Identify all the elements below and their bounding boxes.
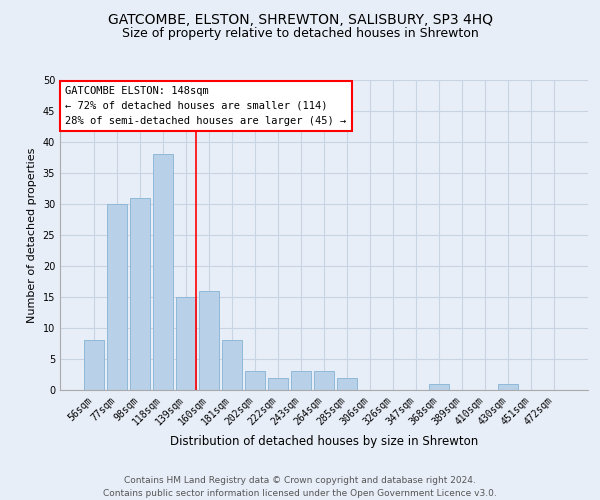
- Bar: [291, 372, 311, 390]
- Bar: [176, 297, 196, 390]
- X-axis label: Distribution of detached houses by size in Shrewton: Distribution of detached houses by size …: [170, 435, 478, 448]
- Text: Contains HM Land Registry data © Crown copyright and database right 2024.
Contai: Contains HM Land Registry data © Crown c…: [103, 476, 497, 498]
- Bar: [84, 340, 104, 390]
- Bar: [199, 291, 218, 390]
- Bar: [430, 384, 449, 390]
- Bar: [107, 204, 127, 390]
- Bar: [222, 340, 242, 390]
- Bar: [499, 384, 518, 390]
- Text: GATCOMBE, ELSTON, SHREWTON, SALISBURY, SP3 4HQ: GATCOMBE, ELSTON, SHREWTON, SALISBURY, S…: [107, 12, 493, 26]
- Bar: [268, 378, 288, 390]
- Bar: [314, 372, 334, 390]
- Text: Size of property relative to detached houses in Shrewton: Size of property relative to detached ho…: [122, 28, 478, 40]
- Bar: [337, 378, 357, 390]
- Bar: [153, 154, 173, 390]
- Bar: [130, 198, 149, 390]
- Y-axis label: Number of detached properties: Number of detached properties: [27, 148, 37, 322]
- Text: GATCOMBE ELSTON: 148sqm
← 72% of detached houses are smaller (114)
28% of semi-d: GATCOMBE ELSTON: 148sqm ← 72% of detache…: [65, 86, 347, 126]
- Bar: [245, 372, 265, 390]
